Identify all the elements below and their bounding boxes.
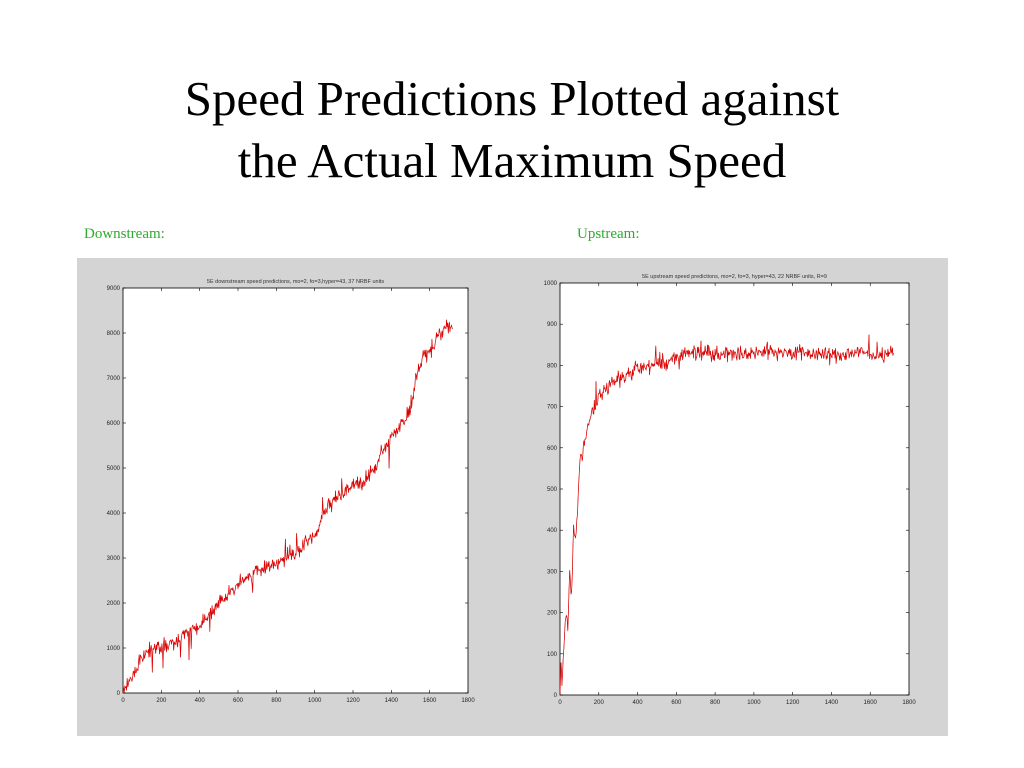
x-tick-label: 600 [233,698,244,704]
plot-area [559,282,910,696]
x-tick-label: 400 [195,698,206,704]
chart-0: 5E downstream speed predictions, mo=2, f… [107,279,476,704]
y-tick-label: 600 [547,446,558,452]
x-tick-label: 1000 [308,698,322,704]
upstream-label: Upstream: [577,226,640,242]
x-tick-label: 800 [271,698,282,704]
x-tick-label: 0 [558,700,562,706]
y-tick-label: 7000 [107,376,121,382]
slide-title-line1: Speed Predictions Plotted against [184,71,840,126]
y-tick-label: 700 [547,405,558,411]
y-tick-label: 5000 [107,466,121,472]
x-tick-label: 800 [710,700,721,706]
y-tick-label: 3000 [107,556,121,562]
slide-title: Speed Predictions Plotted against the Ac… [0,68,1024,192]
y-tick-label: 2000 [107,601,121,607]
y-tick-label: 500 [547,487,558,493]
x-tick-label: 200 [594,700,605,706]
series-predicted-line [559,334,894,695]
x-tick-label: 400 [633,700,644,706]
y-tick-label: 400 [547,528,558,534]
y-tick-label: 0 [117,691,121,697]
y-tick-label: 200 [547,611,558,617]
y-tick-label: 8000 [107,331,121,337]
slide-title-line2: the Actual Maximum Speed [237,133,787,188]
y-tick-label: 1000 [107,646,121,652]
x-tick-label: 1200 [786,700,800,706]
chart-title: 5E downstream speed predictions, mo=2, f… [207,279,384,285]
y-tick-label: 300 [547,569,558,575]
downstream-label: Downstream: [84,226,165,242]
plot-area [122,287,469,694]
chart-1: 5E upstream speed predictions, mo=2, fo=… [544,274,917,706]
x-tick-label: 1800 [902,700,916,706]
series-predicted-line [122,319,453,694]
x-tick-label: 1200 [346,698,360,704]
y-tick-label: 6000 [107,421,121,427]
x-tick-label: 0 [121,698,125,704]
x-tick-label: 1400 [825,700,839,706]
x-tick-label: 200 [156,698,167,704]
y-tick-label: 900 [547,322,558,328]
y-tick-label: 800 [547,363,558,369]
y-tick-label: 0 [554,693,558,699]
x-tick-label: 1600 [864,700,878,706]
x-tick-label: 1000 [747,700,761,706]
y-tick-label: 4000 [107,511,121,517]
chart-title: 5E upstream speed predictions, mo=2, fo=… [642,274,827,280]
y-tick-label: 9000 [107,286,121,292]
y-tick-label: 1000 [544,281,558,287]
y-tick-label: 100 [547,652,558,658]
x-tick-label: 600 [671,700,682,706]
x-tick-label: 1800 [461,698,475,704]
x-tick-label: 1600 [423,698,437,704]
x-tick-label: 1400 [385,698,399,704]
